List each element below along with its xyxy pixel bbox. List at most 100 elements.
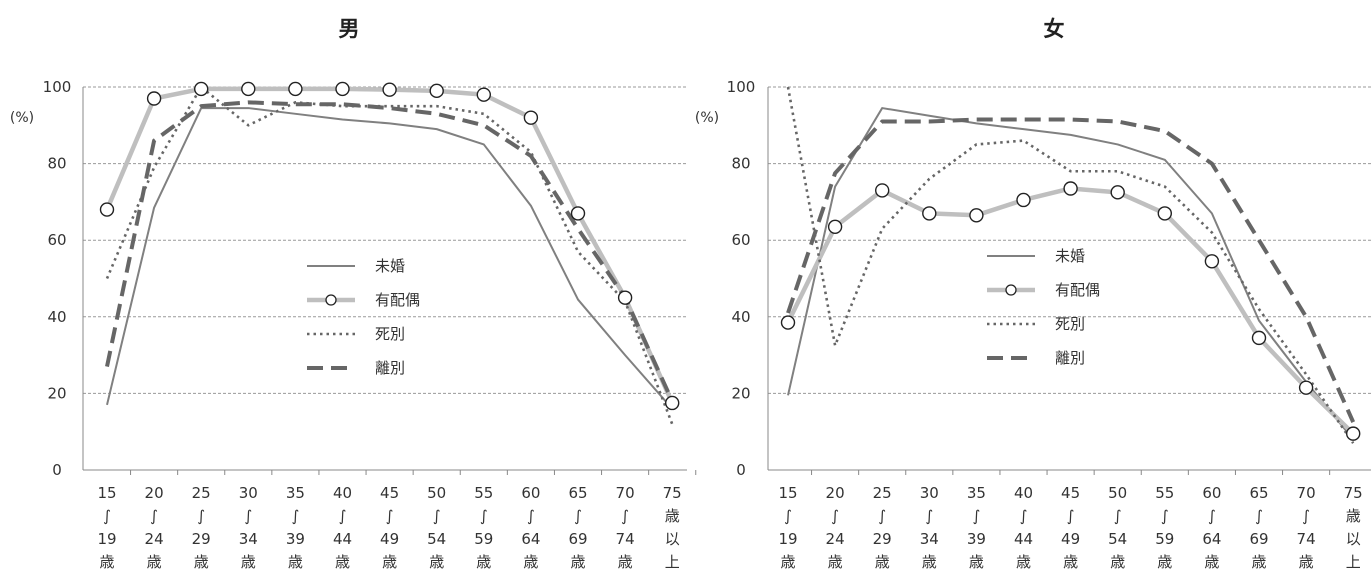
x-tick-label: 歳 [194, 553, 209, 571]
series-marker [1345, 426, 1361, 441]
x-tick-label: 34 [239, 530, 258, 548]
series-marker [146, 91, 162, 106]
series-marker [1110, 185, 1125, 200]
series-marker [193, 81, 209, 97]
x-tick-label: 69 [1249, 530, 1268, 548]
x-tick-label: 44 [1014, 530, 1033, 548]
chart-panel-1: 女 0 20 40 60 80 100 (%) 15 ∫ 19 歳 20 ∫ 24 歳 25 ∫ 29 歳 30 ∫ 34 歳… [695, 17, 1371, 571]
x-tick-label: 以 [1346, 530, 1361, 548]
x-tick-label: 25 [192, 484, 211, 502]
x-tick-label: ∫ [925, 507, 933, 525]
x-tick-label: 歳 [1204, 553, 1219, 571]
series-marker [617, 290, 633, 305]
series-marker [476, 87, 491, 102]
x-tick-label: 24 [826, 530, 845, 548]
x-tick-label: ∫ [1255, 507, 1263, 525]
x-tick-label: ∫ [1302, 507, 1310, 525]
x-tick-label: 55 [474, 484, 493, 502]
x-tick-label: 30 [920, 484, 939, 502]
x-tick-label: 上 [1346, 553, 1361, 571]
x-tick-label: ∫ [291, 507, 299, 525]
legend-label: 死別 [375, 325, 405, 343]
x-tick-label: ∫ [197, 507, 205, 525]
x-tick-label: 歳 [1063, 553, 1078, 571]
x-tick-label: 歳 [1299, 553, 1314, 571]
chart-title: 男 [339, 17, 360, 41]
x-tick-label: ∫ [339, 507, 347, 525]
x-tick-label: 59 [1155, 530, 1174, 548]
x-tick-label: 74 [616, 530, 635, 548]
legend-label: 未婚 [375, 257, 405, 275]
x-tick-label: ∫ [878, 507, 886, 525]
series-marker [1251, 330, 1267, 346]
chart-panel-0: 男 0 20 40 60 80 100 (%) 15 ∫ 19 歳 20 ∫ 24 歳 25 ∫ 29 歳 30 ∫ 34 歳… [10, 17, 697, 571]
series-line-3 [786, 117, 1356, 423]
x-tick-label: 19 [97, 530, 116, 548]
x-tick-label: 歳 [665, 507, 680, 525]
legend-label: 死別 [1055, 315, 1085, 333]
x-tick-label: 59 [474, 530, 493, 548]
x-tick-label: 64 [1202, 530, 1221, 548]
x-tick-label: 60 [1202, 484, 1221, 502]
x-tick-label: 65 [1249, 484, 1268, 502]
x-tick-label: 39 [967, 530, 986, 548]
series-marker [335, 81, 350, 97]
x-tick-label: 34 [920, 530, 939, 548]
x-tick-label: 29 [192, 530, 211, 548]
x-tick-label: 55 [1155, 484, 1174, 502]
x-tick-label: ∫ [103, 507, 111, 525]
x-tick-label: 歳 [1110, 553, 1125, 571]
series-marker [99, 202, 115, 217]
y-tick-label: 80 [47, 155, 66, 173]
y-axis-unit: (%) [695, 110, 719, 126]
x-tick-label: ∫ [386, 507, 394, 525]
legend-label: 有配偶 [1055, 281, 1100, 299]
x-tick-label: 歳 [288, 553, 303, 571]
x-tick-label: 65 [568, 484, 587, 502]
x-tick-label: 歳 [99, 553, 114, 571]
series-marker [570, 206, 586, 221]
x-tick-label: 歳 [618, 553, 633, 571]
x-tick-label: 24 [145, 530, 164, 548]
x-tick-label: 54 [1108, 530, 1127, 548]
x-tick-label: 19 [778, 530, 797, 548]
y-tick-label: 60 [47, 231, 66, 249]
x-tick-label: 歳 [429, 553, 444, 571]
x-tick-label: 49 [1061, 530, 1080, 548]
x-tick-label: 歳 [1016, 553, 1031, 571]
y-tick-label: 40 [47, 308, 66, 326]
series-marker [665, 395, 680, 411]
x-tick-label: 30 [239, 484, 258, 502]
series-marker [969, 208, 984, 223]
legend-label: 離別 [1055, 349, 1085, 367]
series-line-0 [787, 107, 1354, 440]
y-tick-label: 20 [47, 384, 66, 402]
series-marker [429, 83, 444, 99]
x-tick-label: 29 [873, 530, 892, 548]
legend-marker [325, 294, 337, 306]
x-tick-label: ∫ [831, 507, 839, 525]
x-tick-label: ∫ [1161, 507, 1169, 525]
series-marker [875, 183, 890, 198]
x-tick-label: 歳 [570, 553, 585, 571]
x-tick-label: 49 [380, 530, 399, 548]
series-marker [1016, 192, 1031, 208]
x-tick-label: ∫ [480, 507, 488, 525]
legend-label: 離別 [375, 359, 405, 377]
legend-label: 有配偶 [375, 291, 420, 309]
y-tick-label: 100 [727, 78, 756, 96]
x-tick-label: 39 [286, 530, 305, 548]
x-tick-label: 40 [1014, 484, 1033, 502]
x-tick-label: 歳 [241, 553, 256, 571]
x-tick-label: 歳 [1251, 553, 1266, 571]
x-tick-label: ∫ [574, 507, 582, 525]
x-tick-label: 歳 [969, 553, 984, 571]
x-tick-label: 歳 [335, 553, 350, 571]
y-tick-label: 0 [52, 461, 62, 479]
x-tick-label: 74 [1297, 530, 1316, 548]
legend-marker [1005, 284, 1017, 296]
series-line-1 [104, 86, 675, 404]
x-tick-label: ∫ [1208, 507, 1216, 525]
